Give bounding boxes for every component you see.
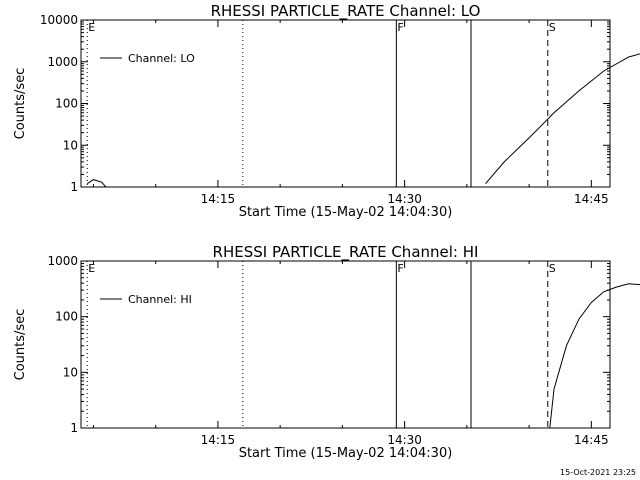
event-marker-label: F — [397, 21, 403, 34]
panel-hi: RHESSI PARTICLE_RATE Channel: HI 14:15 14:… — [13, 243, 640, 461]
legend-label: Channel: HI — [128, 293, 192, 306]
x-tick-label: 14:15 — [201, 192, 236, 206]
y-tick-label: 10 — [63, 138, 78, 152]
series-line — [549, 283, 640, 429]
axes-frame — [80, 19, 611, 188]
y-axis-label: Counts/sec — [13, 309, 28, 381]
event-marker-label: S — [549, 21, 556, 34]
y-tick-label: 1 — [70, 180, 78, 194]
event-marker-label: F — [397, 262, 403, 275]
x-tick-label: 14:15 — [201, 433, 236, 447]
axes-frame — [80, 260, 611, 429]
series-line — [86, 179, 107, 188]
event-marker-label: E — [88, 21, 95, 34]
x-axis-label: Start Time (15-May-02 14:04:30) — [239, 205, 453, 220]
legend-label: Channel: LO — [128, 52, 195, 65]
y-tick-label: 1 — [70, 421, 78, 435]
x-axis-label: Start Time (15-May-02 14:04:30) — [239, 446, 453, 461]
chart-title: RHESSI PARTICLE_RATE Channel: HI — [213, 243, 479, 262]
y-tick-label: 10 — [63, 365, 78, 379]
event-marker-label: S — [549, 262, 556, 275]
y-tick-label: 100 — [55, 97, 78, 111]
x-tick-label: 14:30 — [387, 192, 422, 206]
chart-title: RHESSI PARTICLE_RATE Channel: LO — [211, 2, 481, 21]
panel-lo: RHESSI PARTICLE_RATE Channel: LO 14:15 14:… — [13, 2, 640, 220]
y-tick-label: 1000 — [47, 254, 78, 268]
y-axis-label: Counts/sec — [13, 68, 28, 140]
timestamp: 15-Oct-2021 23:25 — [560, 468, 636, 477]
x-tick-label: 14:45 — [574, 433, 609, 447]
y-tick-label: 100 — [55, 310, 78, 324]
y-tick-label: 10000 — [40, 13, 78, 27]
x-tick-label: 14:30 — [387, 433, 422, 447]
series-line — [485, 53, 640, 185]
x-tick-label: 14:45 — [574, 192, 609, 206]
event-marker-label: E — [88, 262, 95, 275]
y-tick-label: 1000 — [47, 55, 78, 69]
